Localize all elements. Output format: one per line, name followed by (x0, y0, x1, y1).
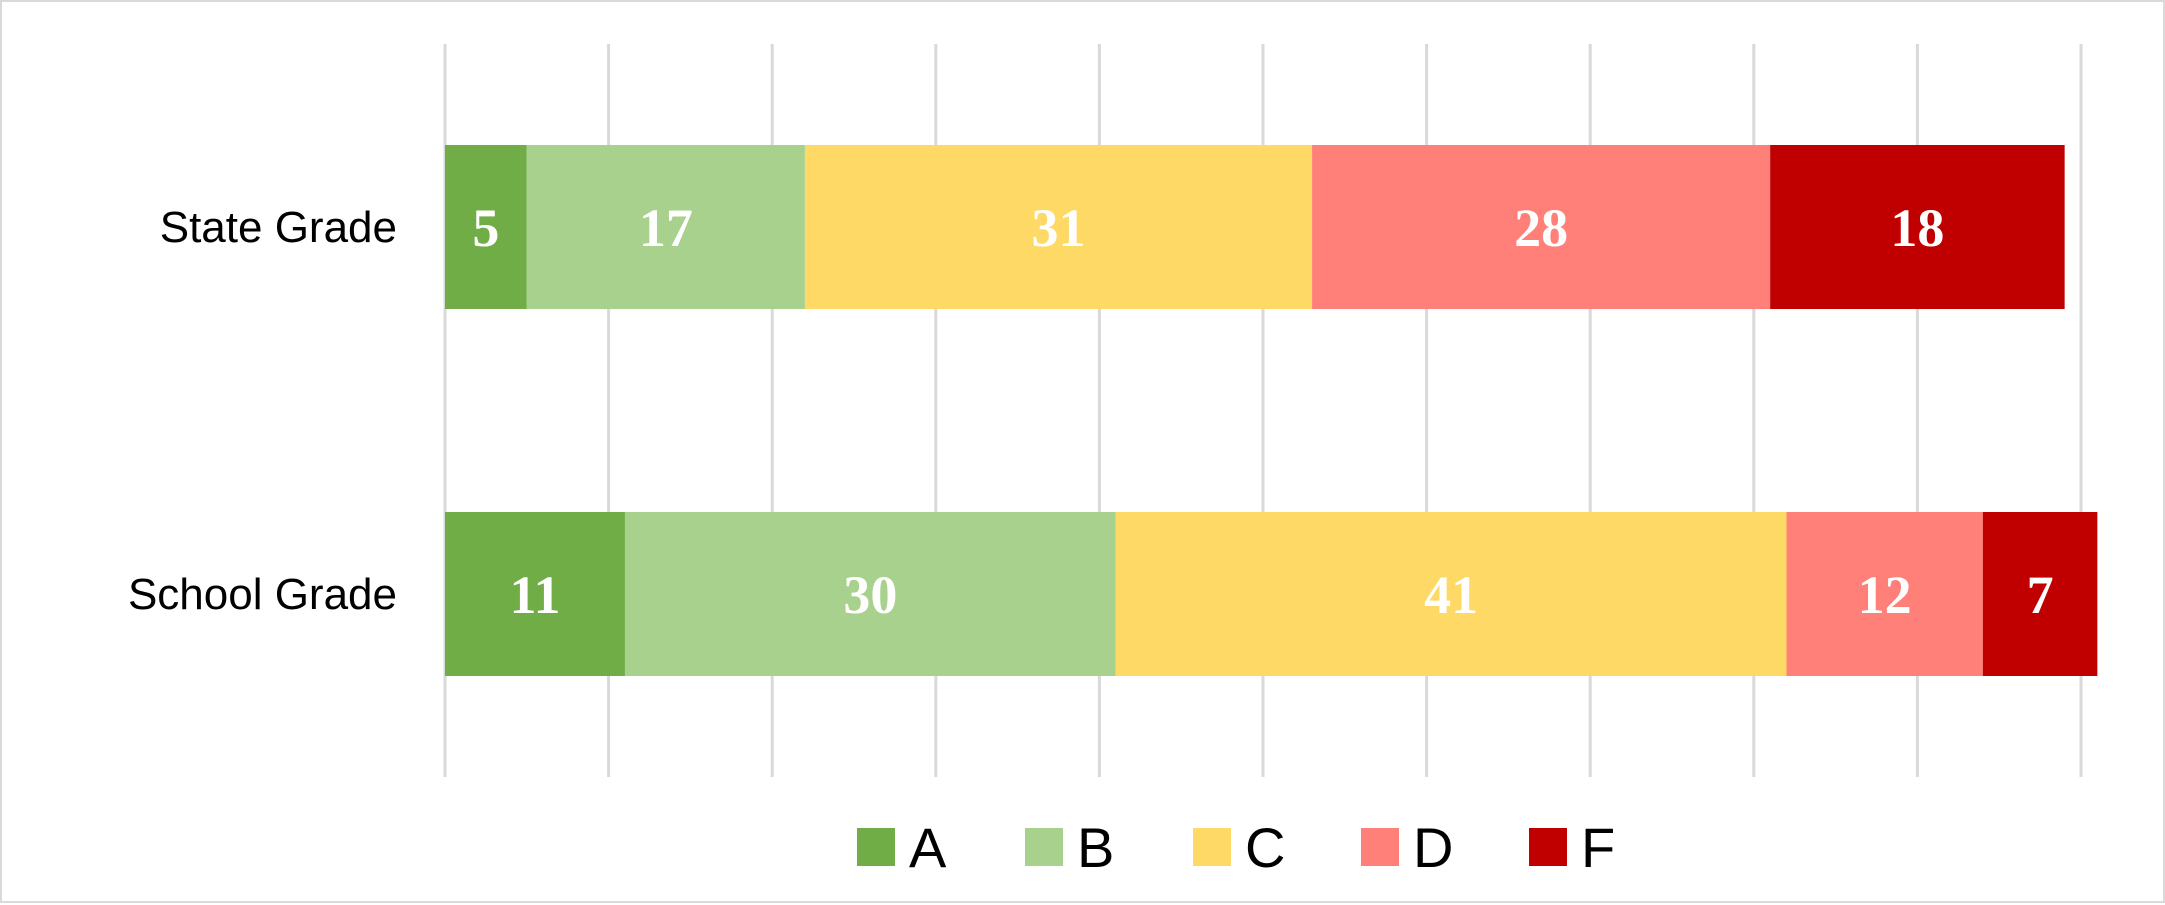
legend-swatch-d (1361, 828, 1399, 866)
legend-swatch-a (857, 828, 895, 866)
legend-swatch-c (1193, 828, 1231, 866)
bar-segment-f (1982, 512, 2098, 676)
data-label: 11 (509, 565, 560, 625)
bar-segment-d (1786, 512, 1983, 676)
bar-segment-a (445, 145, 527, 309)
data-label: 18 (1890, 198, 1944, 258)
legend-label: D (1413, 816, 1453, 879)
bar-segment-f (1770, 145, 2065, 309)
legend-label: F (1581, 816, 1615, 879)
data-label: 28 (1514, 198, 1568, 258)
data-label: 17 (639, 198, 693, 258)
bars (445, 145, 2098, 676)
legend-label: C (1245, 816, 1285, 879)
category-labels: State Grade School Grade (128, 203, 397, 619)
data-labels: 5 17 31 28 18 11 30 41 12 7 (472, 198, 2053, 625)
bar-segment-c (804, 145, 1313, 309)
bar-segment-b (526, 145, 805, 309)
bar-segment-b (624, 512, 1116, 676)
data-label: 5 (472, 198, 499, 258)
legend-label: A (909, 816, 947, 879)
data-label: 7 (2027, 565, 2054, 625)
data-label: 41 (1424, 565, 1478, 625)
bar-segment-d (1312, 145, 1771, 309)
category-label: School Grade (128, 570, 397, 619)
data-label: 31 (1032, 198, 1086, 258)
category-label: State Grade (160, 203, 397, 252)
legend-swatch-b (1025, 828, 1063, 866)
legend-label: B (1077, 816, 1114, 879)
legend-swatch-f (1529, 828, 1567, 866)
data-label: 12 (1858, 565, 1912, 625)
bar-segment-c (1115, 512, 1787, 676)
bar-segment-a (445, 512, 625, 676)
data-label: 30 (843, 565, 897, 625)
